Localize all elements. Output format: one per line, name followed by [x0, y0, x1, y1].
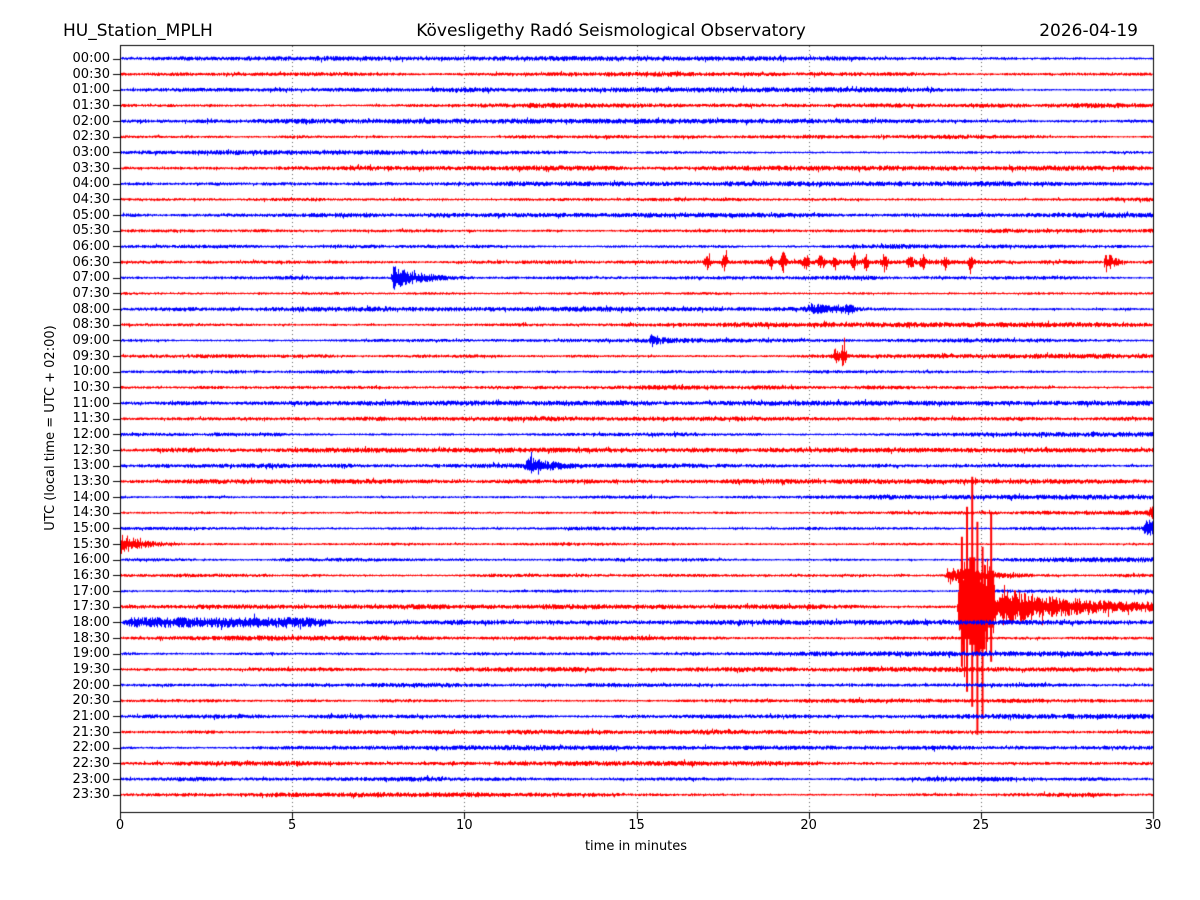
y-tick-label: 20:30	[72, 693, 110, 709]
y-tick-label: 01:00	[72, 82, 110, 98]
y-tick-label: 11:00	[72, 395, 110, 411]
x-tick-label: 5	[288, 818, 297, 833]
y-tick-label: 12:30	[72, 442, 110, 458]
y-tick-label: 02:30	[72, 129, 110, 145]
y-tick-label: 17:30	[72, 599, 110, 615]
x-tick-label: 20	[800, 818, 817, 833]
y-tick-label: 06:30	[72, 254, 110, 270]
x-axis-label: time in minutes	[584, 839, 688, 854]
y-tick-label: 00:00	[72, 51, 110, 66]
y-tick-label: 12:00	[72, 426, 110, 442]
y-tick-label: 08:00	[72, 301, 110, 317]
x-tick-label: 25	[972, 818, 990, 833]
y-tick-label: 10:00	[72, 364, 110, 380]
y-axis-label: UTC (local time = UTC + 02:00)	[43, 325, 58, 531]
y-tick-label: 11:30	[72, 411, 110, 427]
y-tick-label: 03:00	[72, 144, 110, 160]
y-tick-label: 23:30	[72, 787, 110, 803]
y-tick-label: 09:30	[72, 348, 110, 364]
y-tick-label: 14:30	[72, 505, 110, 521]
x-tick-label: 15	[628, 818, 645, 833]
x-tick-label: 0	[115, 818, 125, 833]
y-tick-label: 10:30	[72, 379, 110, 395]
y-tick-label: 15:00	[72, 520, 110, 536]
y-tick-label: 16:00	[72, 552, 110, 568]
y-tick-label: 04:00	[72, 176, 110, 192]
y-tick-label: 22:00	[72, 740, 110, 756]
y-tick-label: 05:30	[72, 223, 110, 239]
y-tick-label: 08:30	[72, 317, 110, 333]
y-tick-label: 01:30	[72, 97, 110, 113]
y-tick-label: 18:30	[72, 630, 110, 646]
y-tick-label: 03:30	[72, 160, 110, 176]
y-tick-label: 07:30	[72, 285, 110, 301]
y-tick-label: 00:30	[72, 66, 110, 82]
y-tick-label: 07:00	[72, 270, 110, 286]
station-title: HU_Station_MPLH	[63, 21, 213, 41]
y-tick-label: 05:00	[72, 207, 110, 223]
y-tick-label: 19:30	[72, 661, 110, 677]
y-tick-label: 13:30	[72, 473, 110, 489]
y-tick-label: 19:00	[72, 646, 110, 662]
y-tick-label: 22:30	[72, 755, 110, 771]
x-tick-label: 30	[1144, 818, 1162, 833]
y-tick-label: 18:00	[72, 614, 110, 630]
y-tick-label: 21:30	[72, 724, 110, 740]
y-tick-label: 02:00	[72, 113, 110, 129]
y-tick-label: 09:00	[72, 332, 110, 348]
y-tick-label: 04:30	[72, 191, 110, 207]
x-tick-label: 10	[456, 818, 473, 833]
y-tick-label: 21:00	[72, 708, 110, 724]
y-tick-label: 13:00	[72, 458, 110, 474]
y-tick-label: 23:00	[72, 771, 110, 787]
y-tick-label: 17:00	[72, 583, 110, 599]
observatory-title: Kövesligethy Radó Seismological Observat…	[416, 21, 806, 41]
y-tick-label: 06:00	[72, 238, 110, 254]
y-tick-label: 15:30	[72, 536, 110, 552]
y-tick-label: 20:00	[72, 677, 110, 693]
y-tick-label: 14:00	[72, 489, 110, 505]
date-title: 2026-04-19	[1039, 21, 1138, 41]
y-tick-label: 16:30	[72, 567, 110, 583]
